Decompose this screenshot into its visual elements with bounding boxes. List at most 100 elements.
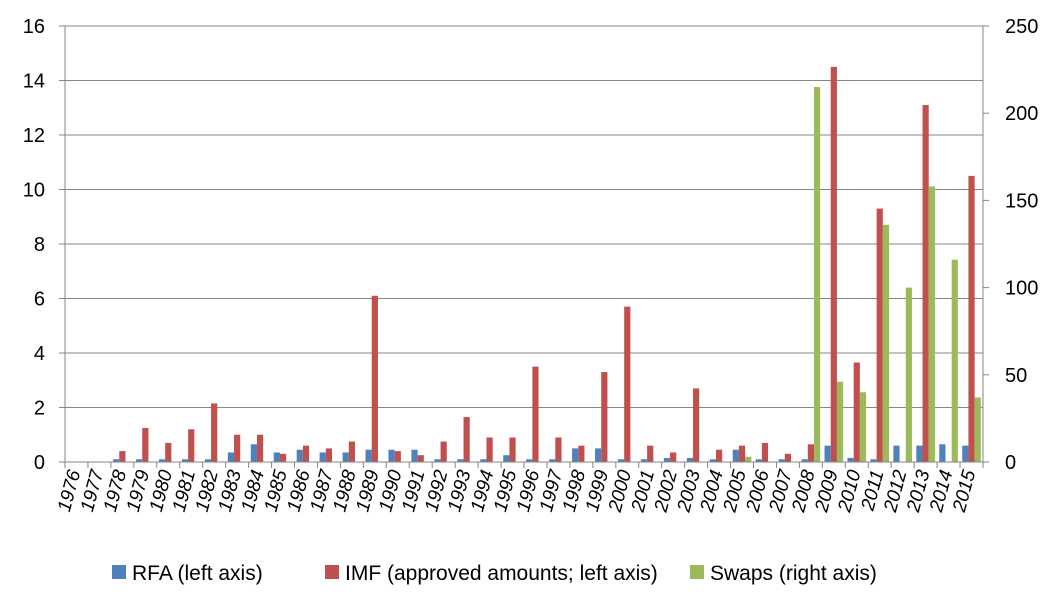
legend: RFA (left axis) IMF (approved amounts; le… <box>112 562 877 585</box>
bar-imf <box>119 451 126 462</box>
bar-rfa <box>870 459 877 462</box>
bar-rfa <box>709 459 716 462</box>
bar-swaps <box>745 456 752 462</box>
bar-rfa <box>916 445 923 462</box>
bar-imf <box>761 442 769 462</box>
bar-rfa <box>411 449 418 462</box>
right-axis-tick-label: 50 <box>1005 365 1027 387</box>
bar-swaps <box>859 392 867 462</box>
bar-swaps <box>928 186 935 462</box>
right-axis-tick-label: 200 <box>1005 103 1038 125</box>
legend-label-imf: IMF (approved amounts; left axis) <box>345 562 658 585</box>
bar-rfa <box>434 459 441 462</box>
bar-rfa <box>962 445 969 462</box>
bar-imf <box>165 442 172 462</box>
bar-rfa <box>457 459 464 462</box>
bar-swaps <box>813 87 821 462</box>
bar-rfa <box>617 459 625 462</box>
bar-imf <box>348 441 355 462</box>
bar-swaps <box>882 224 890 462</box>
bar-imf <box>509 437 516 462</box>
bar-imf <box>234 434 241 462</box>
bar-imf <box>968 175 975 462</box>
bar-rfa <box>778 459 785 462</box>
bar-rfa <box>181 459 189 462</box>
left-axis-tick-label: 10 <box>23 180 45 202</box>
left-axis-tick-label: 8 <box>34 234 45 256</box>
bar-rfa <box>640 459 648 462</box>
bar-imf <box>302 445 310 462</box>
bar-rfa <box>480 459 487 462</box>
bar-imf <box>693 388 700 462</box>
bar-imf <box>830 66 837 462</box>
right-axis-tick-label: 150 <box>1005 190 1038 212</box>
bar-rfa <box>755 459 762 462</box>
bar-imf <box>188 429 195 462</box>
bar-rfa <box>503 455 510 462</box>
bar-imf <box>601 372 608 462</box>
bar-swaps <box>905 287 912 462</box>
left-axis-tick-label: 14 <box>23 71 45 93</box>
bar-swaps <box>951 259 958 462</box>
bar-imf <box>670 452 677 462</box>
bar-imf <box>647 445 654 462</box>
bar-rfa <box>388 449 395 462</box>
bar-imf <box>578 445 585 462</box>
left-axis-tick-label: 0 <box>34 452 45 474</box>
bar-imf <box>279 453 287 462</box>
bar-imf <box>486 437 493 462</box>
legend-swatch-imf <box>325 565 339 579</box>
gridlines <box>65 25 983 408</box>
bar-rfa <box>273 452 280 462</box>
bar-rfa <box>204 459 212 462</box>
left-axis-tick-label: 6 <box>34 289 45 311</box>
bar-rfa <box>158 459 166 462</box>
bar-imf <box>211 403 218 462</box>
bar-imf <box>715 449 723 462</box>
bar-rfa <box>319 452 326 462</box>
bar-imf <box>853 362 860 462</box>
left-axis-tick-label: 16 <box>23 16 45 38</box>
right-axis-tick-label: 250 <box>1005 16 1038 38</box>
bar-rfa <box>847 457 854 462</box>
bar-imf <box>142 427 149 462</box>
bar-rfa <box>893 445 900 462</box>
bar-rfa <box>342 452 349 462</box>
left-axis-tick-label: 12 <box>23 125 45 147</box>
bar-rfa <box>296 449 303 462</box>
bar-rfa <box>595 448 602 462</box>
bar-imf <box>463 417 470 462</box>
bar-rfa <box>572 448 579 462</box>
bar-rfa <box>526 459 533 462</box>
bars <box>113 66 981 463</box>
bar-rfa <box>227 452 235 462</box>
bar-rfa <box>250 444 257 462</box>
bar-rfa <box>136 459 143 462</box>
bar-imf <box>325 448 333 462</box>
legend-label-rfa: RFA (left axis) <box>132 562 263 585</box>
bar-rfa <box>663 457 671 462</box>
bar-imf <box>440 441 447 462</box>
bar-rfa <box>549 459 556 462</box>
bar-imf <box>417 455 424 462</box>
right-axis-tick-label: 0 <box>1005 452 1016 474</box>
legend-label-swaps: Swaps (right axis) <box>710 562 877 585</box>
left-axis-tick-label: 2 <box>34 398 45 420</box>
bar-imf <box>807 444 814 462</box>
right-axis-tick-label: 100 <box>1005 278 1038 300</box>
bar-imf <box>784 453 792 462</box>
left-axis-tick-label: 4 <box>34 343 45 365</box>
bar-rfa <box>113 459 120 462</box>
bar-rfa <box>365 449 372 462</box>
bar-imf <box>738 445 746 462</box>
bar-imf <box>532 366 539 462</box>
bar-imf <box>922 105 929 463</box>
bar-rfa <box>824 445 831 462</box>
bar-rfa <box>939 444 946 462</box>
axes: 0246810121416050100150200250197619771978… <box>23 16 1039 515</box>
bar-imf <box>876 208 883 462</box>
legend-swatch-rfa <box>112 565 126 579</box>
bar-rfa <box>686 457 694 462</box>
